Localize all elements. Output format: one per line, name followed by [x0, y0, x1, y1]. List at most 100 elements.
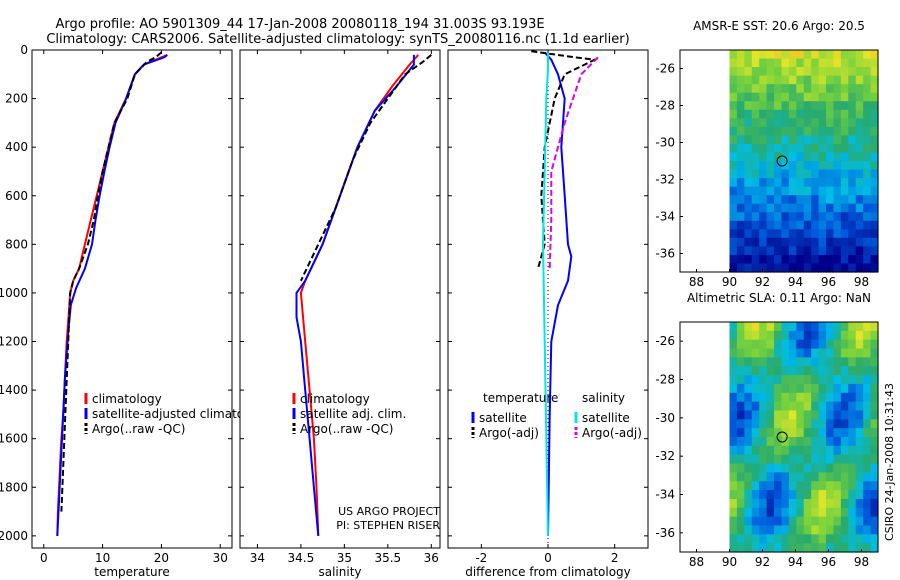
map-cell — [796, 428, 805, 438]
map-cell — [811, 237, 820, 247]
map-cell — [833, 118, 842, 128]
map-cell — [833, 101, 842, 111]
map-cell — [803, 437, 812, 447]
map-cell — [781, 143, 790, 154]
map-cell — [855, 126, 864, 136]
map-cell — [796, 203, 805, 213]
map-cell — [826, 263, 835, 273]
map-cell — [729, 50, 738, 60]
map-cell — [788, 118, 797, 128]
map-cell — [863, 169, 872, 179]
map-cell — [833, 410, 842, 420]
map-cell — [759, 322, 768, 332]
map-cell — [759, 263, 768, 273]
map-cell — [774, 481, 783, 491]
y-tick-label: 1200 — [0, 335, 28, 349]
map-cell — [788, 339, 797, 350]
map-cell — [766, 67, 775, 77]
map-cell — [855, 410, 864, 420]
map-cell — [751, 330, 760, 341]
map-cell — [863, 357, 872, 367]
map-cell — [788, 143, 797, 154]
map-cell — [870, 348, 879, 358]
map-cell — [759, 203, 768, 213]
map-cell — [833, 463, 842, 473]
map-cell — [818, 246, 827, 256]
map-cell — [840, 543, 849, 553]
map-cell — [766, 322, 775, 332]
map-cell — [796, 348, 805, 358]
map-cell — [811, 366, 820, 376]
map-cell — [781, 254, 790, 265]
map-cell — [744, 169, 753, 179]
map-cell — [736, 229, 745, 239]
map-cell — [848, 237, 857, 247]
map-cell — [848, 516, 857, 527]
map-cell — [855, 534, 864, 544]
map-cell — [736, 203, 745, 213]
map-x-tick-label: 98 — [854, 275, 869, 289]
map-cell — [751, 84, 760, 94]
map-cell — [863, 472, 872, 482]
map-cell — [751, 101, 760, 111]
map-cell — [855, 516, 864, 527]
map-cell — [744, 109, 753, 119]
map-cell — [736, 169, 745, 179]
map-cell — [870, 212, 879, 222]
map-cell — [774, 109, 783, 119]
map-cell — [803, 330, 812, 341]
map-cell — [766, 58, 775, 68]
map-cell — [766, 534, 775, 544]
map-cell — [736, 419, 745, 429]
map-cell — [818, 516, 827, 527]
map-cell — [848, 58, 857, 68]
map-cell — [840, 357, 849, 367]
map-cell — [729, 101, 738, 111]
map-cell — [736, 445, 745, 456]
map-cell — [781, 126, 790, 136]
map-cell — [766, 437, 775, 447]
map-x-tick-label: 88 — [689, 275, 704, 289]
map-cell — [781, 472, 790, 482]
map-cell — [759, 67, 768, 77]
map-cell — [811, 229, 820, 239]
legend-label: Argo(..raw -QC) — [92, 422, 185, 436]
map-cell — [774, 161, 783, 171]
map-cell — [759, 229, 768, 239]
map-cell — [788, 212, 797, 222]
map-cell — [788, 84, 797, 94]
map-cell — [848, 126, 857, 136]
map-cell — [803, 516, 812, 527]
map-cell — [788, 101, 797, 111]
map-cell — [781, 507, 790, 518]
map-cell — [863, 58, 872, 68]
map-cell — [759, 161, 768, 171]
map-cell — [751, 498, 760, 509]
map-cell — [788, 401, 797, 412]
map-cell — [744, 428, 753, 438]
map-cell — [833, 92, 842, 102]
map-cell — [826, 339, 835, 350]
map-cell — [870, 428, 879, 438]
map-cell — [863, 383, 872, 394]
map-cell — [774, 84, 783, 94]
map-cell — [781, 75, 790, 85]
map-cell — [774, 419, 783, 429]
map-cell — [759, 330, 768, 341]
map-cell — [826, 50, 835, 60]
map-cell — [744, 419, 753, 429]
map-cell — [744, 237, 753, 247]
map-cell — [840, 490, 849, 500]
map-cell — [766, 498, 775, 509]
y-tick-label: 600 — [5, 189, 28, 203]
map-cell — [744, 178, 753, 188]
map-cell — [736, 463, 745, 473]
map-cell — [774, 229, 783, 239]
map-cell — [788, 237, 797, 247]
map-cell — [729, 366, 738, 376]
map-cell — [833, 498, 842, 509]
map-cell — [788, 481, 797, 491]
map-cell — [788, 507, 797, 518]
map-cell — [863, 143, 872, 154]
map-cell — [833, 392, 842, 403]
